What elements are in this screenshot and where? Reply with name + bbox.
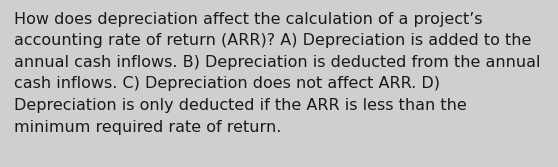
Text: How does depreciation affect the calculation of a project’s
accounting rate of r: How does depreciation affect the calcula… [14, 12, 541, 135]
